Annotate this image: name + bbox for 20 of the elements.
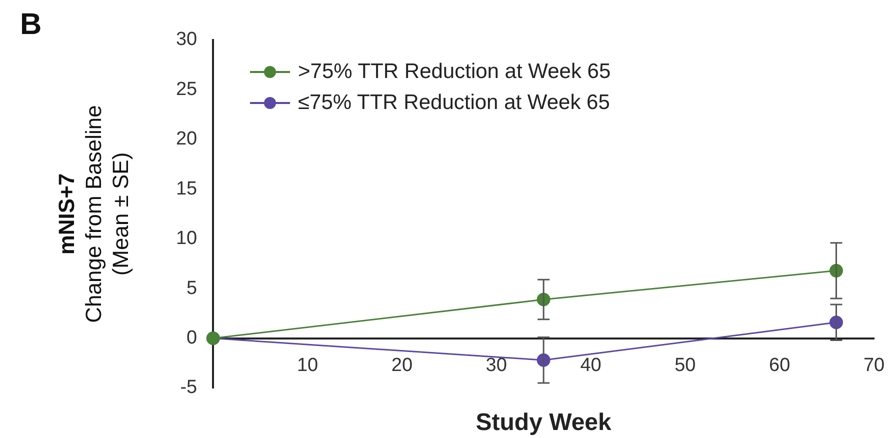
y-axis-title: mNIS+7 Change from Baseline (Mean ± SE) [54, 105, 134, 323]
x-tick-label: 60 [769, 354, 790, 376]
x-tick-label: 70 [863, 354, 885, 376]
y-tick-label: -5 [180, 377, 198, 398]
y-tick-label: 15 [176, 178, 198, 200]
y-tick-label: 0 [186, 328, 198, 349]
y-tick-label: 20 [176, 128, 198, 150]
y-tick-label: 10 [176, 228, 198, 250]
x-axis-title: Study Week [476, 409, 612, 436]
y-tick-label: 30 [176, 29, 198, 50]
x-tick-label: 40 [580, 354, 602, 376]
y-tick-label: 25 [176, 78, 198, 100]
legend-label: ≤75% TTR Reduction at Week 65 [298, 90, 610, 114]
x-tick-label: 50 [674, 354, 696, 376]
x-tick-label: 20 [391, 354, 413, 376]
x-tick-label: 30 [486, 354, 507, 376]
y-tick-label: 5 [186, 278, 198, 299]
legend-label: >75% TTR Reduction at Week 65 [298, 60, 611, 84]
x-tick-label: 10 [296, 354, 318, 376]
chart-title: B [20, 8, 42, 42]
